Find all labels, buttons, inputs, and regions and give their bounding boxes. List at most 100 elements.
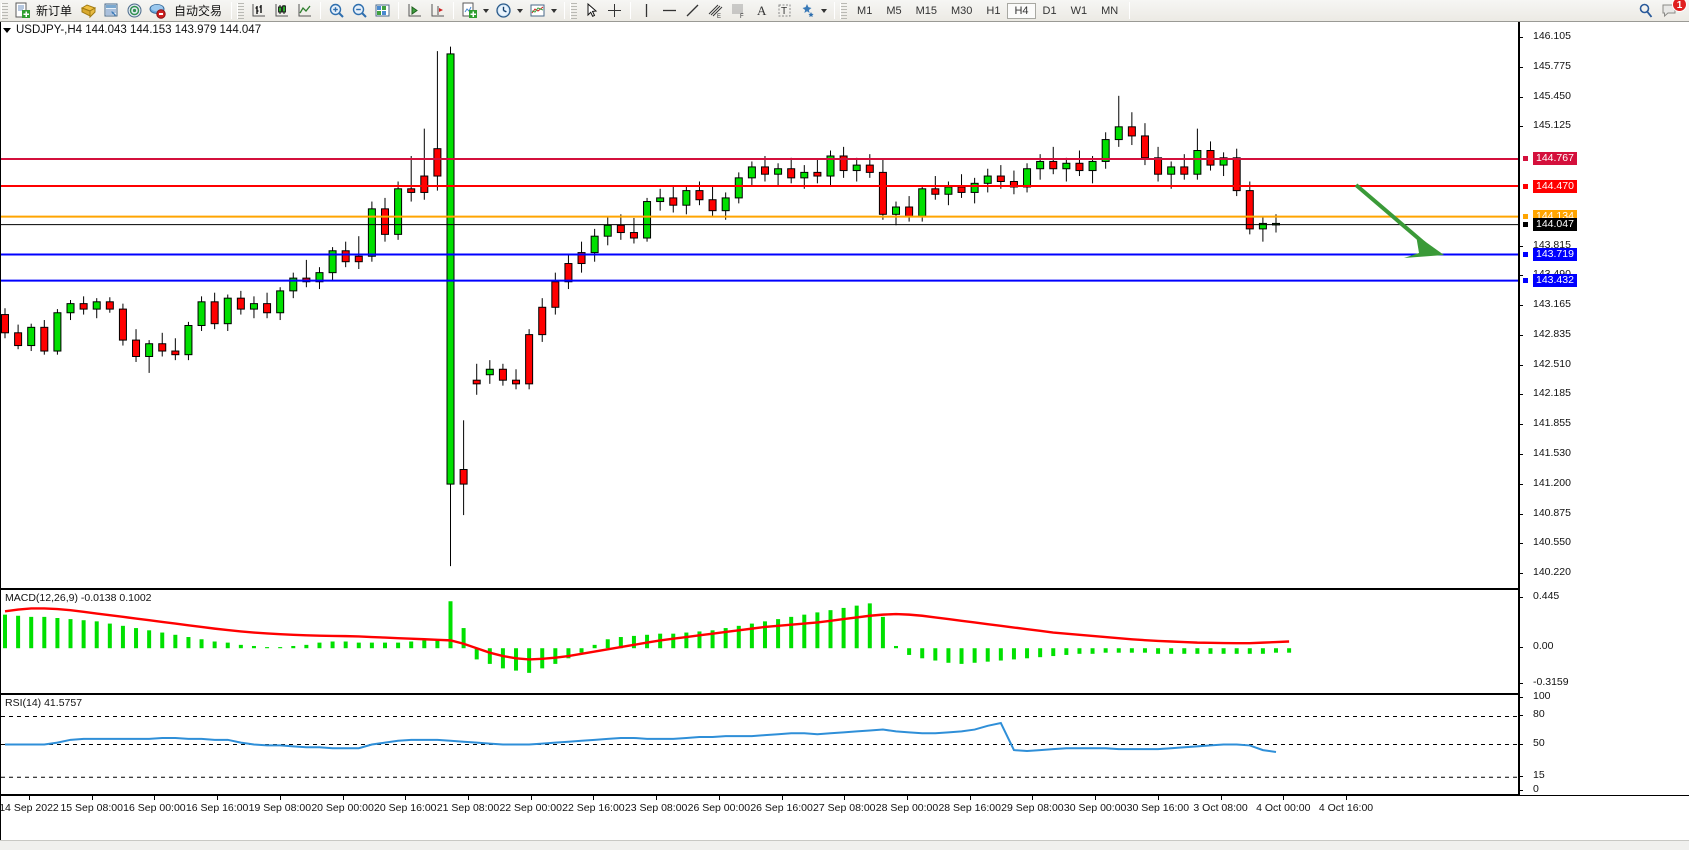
main-toolbar: 新订单 bbox=[0, 0, 1689, 22]
shapes-button[interactable] bbox=[796, 1, 830, 21]
chart-header: USDJPY-,H4 144.043 144.153 143.979 144.0… bbox=[3, 24, 261, 36]
cursor-button[interactable] bbox=[580, 1, 603, 21]
rsi-tick bbox=[1519, 696, 1523, 698]
data-window-icon bbox=[149, 2, 166, 19]
time-tick-label: 28 Sep 00:00 bbox=[875, 802, 939, 814]
zoom-out-button[interactable] bbox=[348, 1, 371, 21]
search-icon[interactable] bbox=[1637, 2, 1655, 20]
line-handle-resistance-2[interactable] bbox=[1522, 155, 1529, 163]
timeframe-m5[interactable]: M5 bbox=[886, 4, 902, 17]
vertical-line-icon bbox=[638, 2, 655, 19]
toolbar-grip-4[interactable] bbox=[840, 2, 848, 19]
price-tag-resistance-2: 144.767 bbox=[1533, 152, 1577, 166]
time-tick bbox=[154, 796, 156, 800]
rsi-label: RSI(14) 41.5757 bbox=[5, 697, 83, 709]
profile-button[interactable] bbox=[77, 1, 100, 21]
time-tick-label: 20 Sep 00:00 bbox=[311, 802, 374, 814]
price-tick-label: 142.835 bbox=[1533, 328, 1571, 341]
rsi-tick bbox=[1519, 743, 1523, 745]
fibonacci-button[interactable]: F bbox=[727, 1, 750, 21]
text-button[interactable]: T bbox=[773, 1, 796, 21]
price-tick-label: 143.815 bbox=[1533, 238, 1571, 251]
fibonacci-icon: F bbox=[730, 2, 747, 19]
indicators-button[interactable] bbox=[458, 1, 492, 21]
horizontal-line-button[interactable] bbox=[658, 1, 681, 21]
rsi-plot bbox=[1, 715, 1517, 778]
line-handle-current-price[interactable] bbox=[1522, 221, 1529, 229]
new-order-button[interactable]: 新订单 bbox=[11, 1, 77, 21]
price-tick bbox=[1519, 305, 1523, 306]
autotrading-button[interactable]: 自动交易 bbox=[169, 1, 227, 21]
price-axis[interactable]: 146.105 145.775 145.450 145.125 144.767 144.4… bbox=[1519, 22, 1689, 795]
macd-plot bbox=[3, 601, 1292, 673]
toolbar-grip-2[interactable] bbox=[237, 2, 245, 19]
chart-header-text: USDJPY-,H4 144.043 144.153 143.979 144.0… bbox=[16, 24, 262, 36]
bar-chart-button[interactable] bbox=[247, 1, 270, 21]
price-pane[interactable] bbox=[1, 22, 1519, 589]
autoscroll-button[interactable] bbox=[403, 1, 426, 21]
candlestick-chart-button[interactable] bbox=[270, 1, 293, 21]
price-tick-label: 145.125 bbox=[1533, 119, 1571, 132]
macd-pane[interactable]: MACD(12,26,9) -0.0138 0.1002 bbox=[1, 589, 1519, 694]
chevron-down-icon-4[interactable] bbox=[821, 8, 828, 13]
svg-text:T: T bbox=[781, 6, 787, 17]
market-watch-button[interactable] bbox=[100, 1, 123, 21]
chevron-down-icon-3[interactable] bbox=[551, 8, 558, 13]
chevron-down-icon[interactable] bbox=[483, 8, 490, 13]
navigator-button[interactable] bbox=[123, 1, 146, 21]
rsi-pane[interactable]: RSI(14) 41.5757 bbox=[1, 694, 1519, 795]
chart-shift-button[interactable] bbox=[426, 1, 449, 21]
line-handle-support-1[interactable] bbox=[1522, 251, 1529, 258]
time-tick-label: 30 Sep 16:00 bbox=[1126, 802, 1190, 814]
toolbar-grip-3[interactable] bbox=[570, 2, 578, 19]
data-window-button[interactable] bbox=[146, 1, 169, 21]
line-chart-button[interactable] bbox=[293, 1, 316, 21]
svg-text:A: A bbox=[757, 3, 767, 18]
timeframe-m30[interactable]: M30 bbox=[951, 4, 973, 17]
chart-menu-icon[interactable] bbox=[3, 27, 11, 33]
line-handle-pivot[interactable] bbox=[1522, 213, 1529, 221]
text-label-button[interactable]: A bbox=[750, 1, 773, 21]
period-button[interactable] bbox=[492, 1, 526, 21]
period-icon bbox=[495, 2, 512, 19]
time-tick-label: 27 Sep 08:00 bbox=[813, 802, 876, 814]
time-tick bbox=[969, 796, 971, 800]
timeframe-mn[interactable]: MN bbox=[1101, 4, 1119, 17]
crosshair-button[interactable] bbox=[603, 1, 626, 21]
templates-button[interactable] bbox=[526, 1, 560, 21]
toolbar-divider-6 bbox=[630, 2, 632, 19]
timeframe-h4[interactable]: H4 bbox=[1007, 2, 1036, 19]
toolbar-divider-8 bbox=[1129, 2, 1131, 19]
bar-chart-icon bbox=[250, 2, 267, 19]
timeframe-h1[interactable]: H1 bbox=[986, 4, 1001, 17]
timeframe-w1[interactable]: W1 bbox=[1070, 4, 1088, 17]
rsi-tick-label: 0 bbox=[1533, 783, 1539, 796]
price-tick bbox=[1519, 513, 1523, 515]
line-chart-icon bbox=[296, 2, 313, 19]
toolbar-grip[interactable] bbox=[1, 2, 8, 19]
price-tick bbox=[1519, 424, 1523, 426]
price-tick bbox=[1519, 245, 1523, 247]
zoom-in-button[interactable] bbox=[325, 1, 348, 21]
timeframe-m15[interactable]: M15 bbox=[915, 4, 937, 17]
timeframe-m1[interactable]: M1 bbox=[857, 4, 873, 17]
price-tag-support-1: 143.719 bbox=[1533, 248, 1577, 261]
equidistant-channel-button[interactable]: E bbox=[704, 1, 727, 21]
time-tick bbox=[29, 796, 30, 800]
line-handle-support-2[interactable] bbox=[1522, 277, 1529, 285]
svg-text:E: E bbox=[717, 14, 721, 19]
chevron-down-icon-2[interactable] bbox=[517, 8, 524, 13]
time-tick-label: 30 Sep 00:00 bbox=[1063, 802, 1127, 814]
timeframe-d1[interactable]: D1 bbox=[1042, 4, 1057, 17]
candlestick-chart-icon bbox=[273, 2, 290, 19]
trendline-button[interactable] bbox=[681, 1, 704, 21]
time-tick bbox=[468, 796, 469, 800]
alerts-icon[interactable]: 1 bbox=[1661, 0, 1687, 20]
vertical-line-button[interactable] bbox=[635, 1, 658, 21]
price-tick bbox=[1519, 573, 1523, 575]
time-tick bbox=[1032, 796, 1034, 800]
chart-grid-button[interactable] bbox=[371, 1, 394, 21]
line-handle-resistance-1[interactable] bbox=[1522, 182, 1529, 190]
price-tick-label: 146.105 bbox=[1533, 30, 1571, 43]
toolbar-divider bbox=[231, 2, 233, 19]
